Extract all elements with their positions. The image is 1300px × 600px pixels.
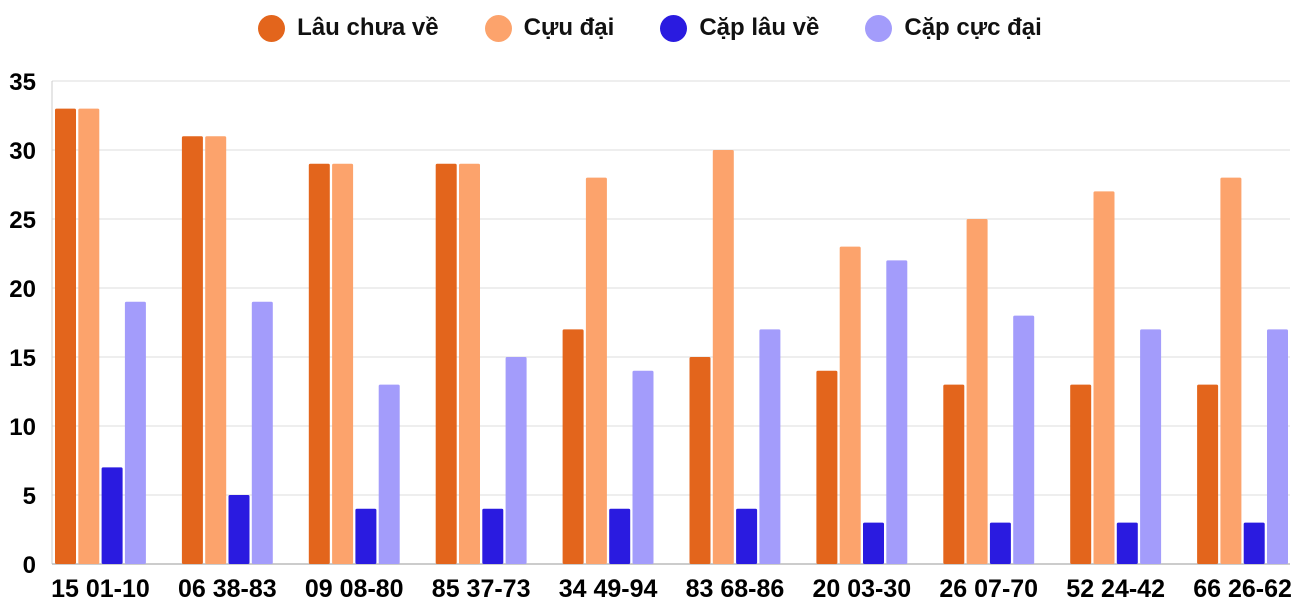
bar-cap-cuc-dai	[632, 370, 654, 564]
bar-cap-lau-ve	[736, 508, 758, 564]
bar-cap-cuc-dai	[1140, 329, 1162, 564]
bar-cap-lau-ve	[228, 495, 250, 564]
bar-cap-lau-ve	[609, 508, 631, 564]
bar-cuu-dai	[585, 177, 607, 564]
legend-item-cuu-dai[interactable]: Cựu đại	[484, 14, 615, 42]
bar-lau-chua-ve	[1197, 384, 1219, 564]
legend-label-cap-cuc-dai: Cặp cực đại	[904, 14, 1042, 41]
bar-lau-chua-ve	[816, 370, 838, 564]
bar-cuu-dai	[712, 150, 734, 564]
y-tick-label: 0	[23, 552, 36, 579]
legend-item-cap-lau-ve[interactable]: Cặp lâu về	[660, 14, 819, 42]
y-tick-label: 30	[9, 138, 36, 165]
bar-cuu-dai	[332, 163, 354, 565]
bar-lau-chua-ve	[943, 384, 965, 564]
x-tick-label: 06 38-83	[178, 575, 277, 600]
bar-cap-lau-ve	[863, 522, 884, 564]
bar-cap-cuc-dai	[1267, 329, 1288, 564]
bar-cap-lau-ve	[482, 508, 504, 564]
bar-cap-cuc-dai	[505, 357, 527, 564]
legend-item-cap-cuc-dai[interactable]: Cặp cực đại	[865, 14, 1042, 42]
bar-cap-cuc-dai	[886, 260, 908, 564]
bar-lau-chua-ve	[1070, 384, 1092, 564]
bar-cap-cuc-dai	[251, 301, 273, 564]
bar-cuu-dai	[205, 136, 227, 564]
legend-label-cap-lau-ve: Cặp lâu về	[699, 14, 820, 41]
bar-lau-chua-ve	[181, 136, 203, 564]
bar-cuu-dai	[1093, 191, 1115, 564]
legend-swatch-lau-chua-ve	[258, 14, 286, 42]
y-tick-label: 20	[9, 276, 36, 303]
bar-cap-lau-ve	[101, 467, 123, 564]
bar-cap-lau-ve	[1116, 522, 1138, 564]
x-tick-label: 26 07-70	[939, 575, 1038, 600]
legend-swatch-cap-cuc-dai	[865, 14, 893, 42]
bar-lau-chua-ve	[689, 357, 711, 564]
legend-item-lau-chua-ve[interactable]: Lâu chưa về	[258, 14, 439, 42]
bar-cap-lau-ve	[355, 508, 377, 564]
bar-cuu-dai	[1220, 177, 1242, 564]
bar-lau-chua-ve	[55, 108, 76, 564]
x-tick-label: 34 49-94	[559, 575, 658, 600]
bar-cuu-dai	[839, 246, 861, 564]
x-tick-label: 15 01-10	[51, 575, 150, 600]
x-tick-label: 85 37-73	[432, 575, 531, 600]
x-tick-label: 20 03-30	[812, 575, 911, 600]
bar-cap-cuc-dai	[124, 301, 146, 564]
bar-lau-chua-ve	[308, 163, 330, 565]
bar-lau-chua-ve	[562, 329, 584, 564]
bar-cap-lau-ve	[989, 522, 1011, 564]
y-tick-label: 5	[23, 483, 36, 510]
x-tick-label: 09 08-80	[305, 575, 404, 600]
legend-label-lau-chua-ve: Lâu chưa về	[297, 14, 439, 41]
x-tick-label: 52 24-42	[1066, 575, 1165, 600]
y-tick-label: 10	[9, 414, 36, 441]
bar-cap-cuc-dai	[1013, 315, 1035, 564]
y-tick-label: 25	[9, 207, 36, 234]
y-tick-label: 15	[9, 345, 36, 372]
legend-swatch-cap-lau-ve	[660, 14, 688, 42]
bar-cap-cuc-dai	[759, 329, 781, 564]
x-tick-label: 83 68-86	[686, 575, 785, 600]
bar-lau-chua-ve	[435, 163, 457, 565]
bar-cap-lau-ve	[1243, 522, 1265, 564]
legend-label-cuu-dai: Cựu đại	[523, 14, 615, 41]
x-tick-label: 66 26-62	[1193, 575, 1292, 600]
legend-swatch-cuu-dai	[484, 14, 512, 42]
chart-legend: Lâu chưa về Cựu đại Cặp lâu về Cặp cực đ…	[0, 14, 1300, 42]
bar-cap-cuc-dai	[378, 384, 400, 564]
bar-cuu-dai	[966, 219, 988, 564]
bar-cuu-dai	[78, 108, 100, 564]
bar-cuu-dai	[459, 163, 480, 565]
y-tick-label: 35	[9, 69, 36, 96]
